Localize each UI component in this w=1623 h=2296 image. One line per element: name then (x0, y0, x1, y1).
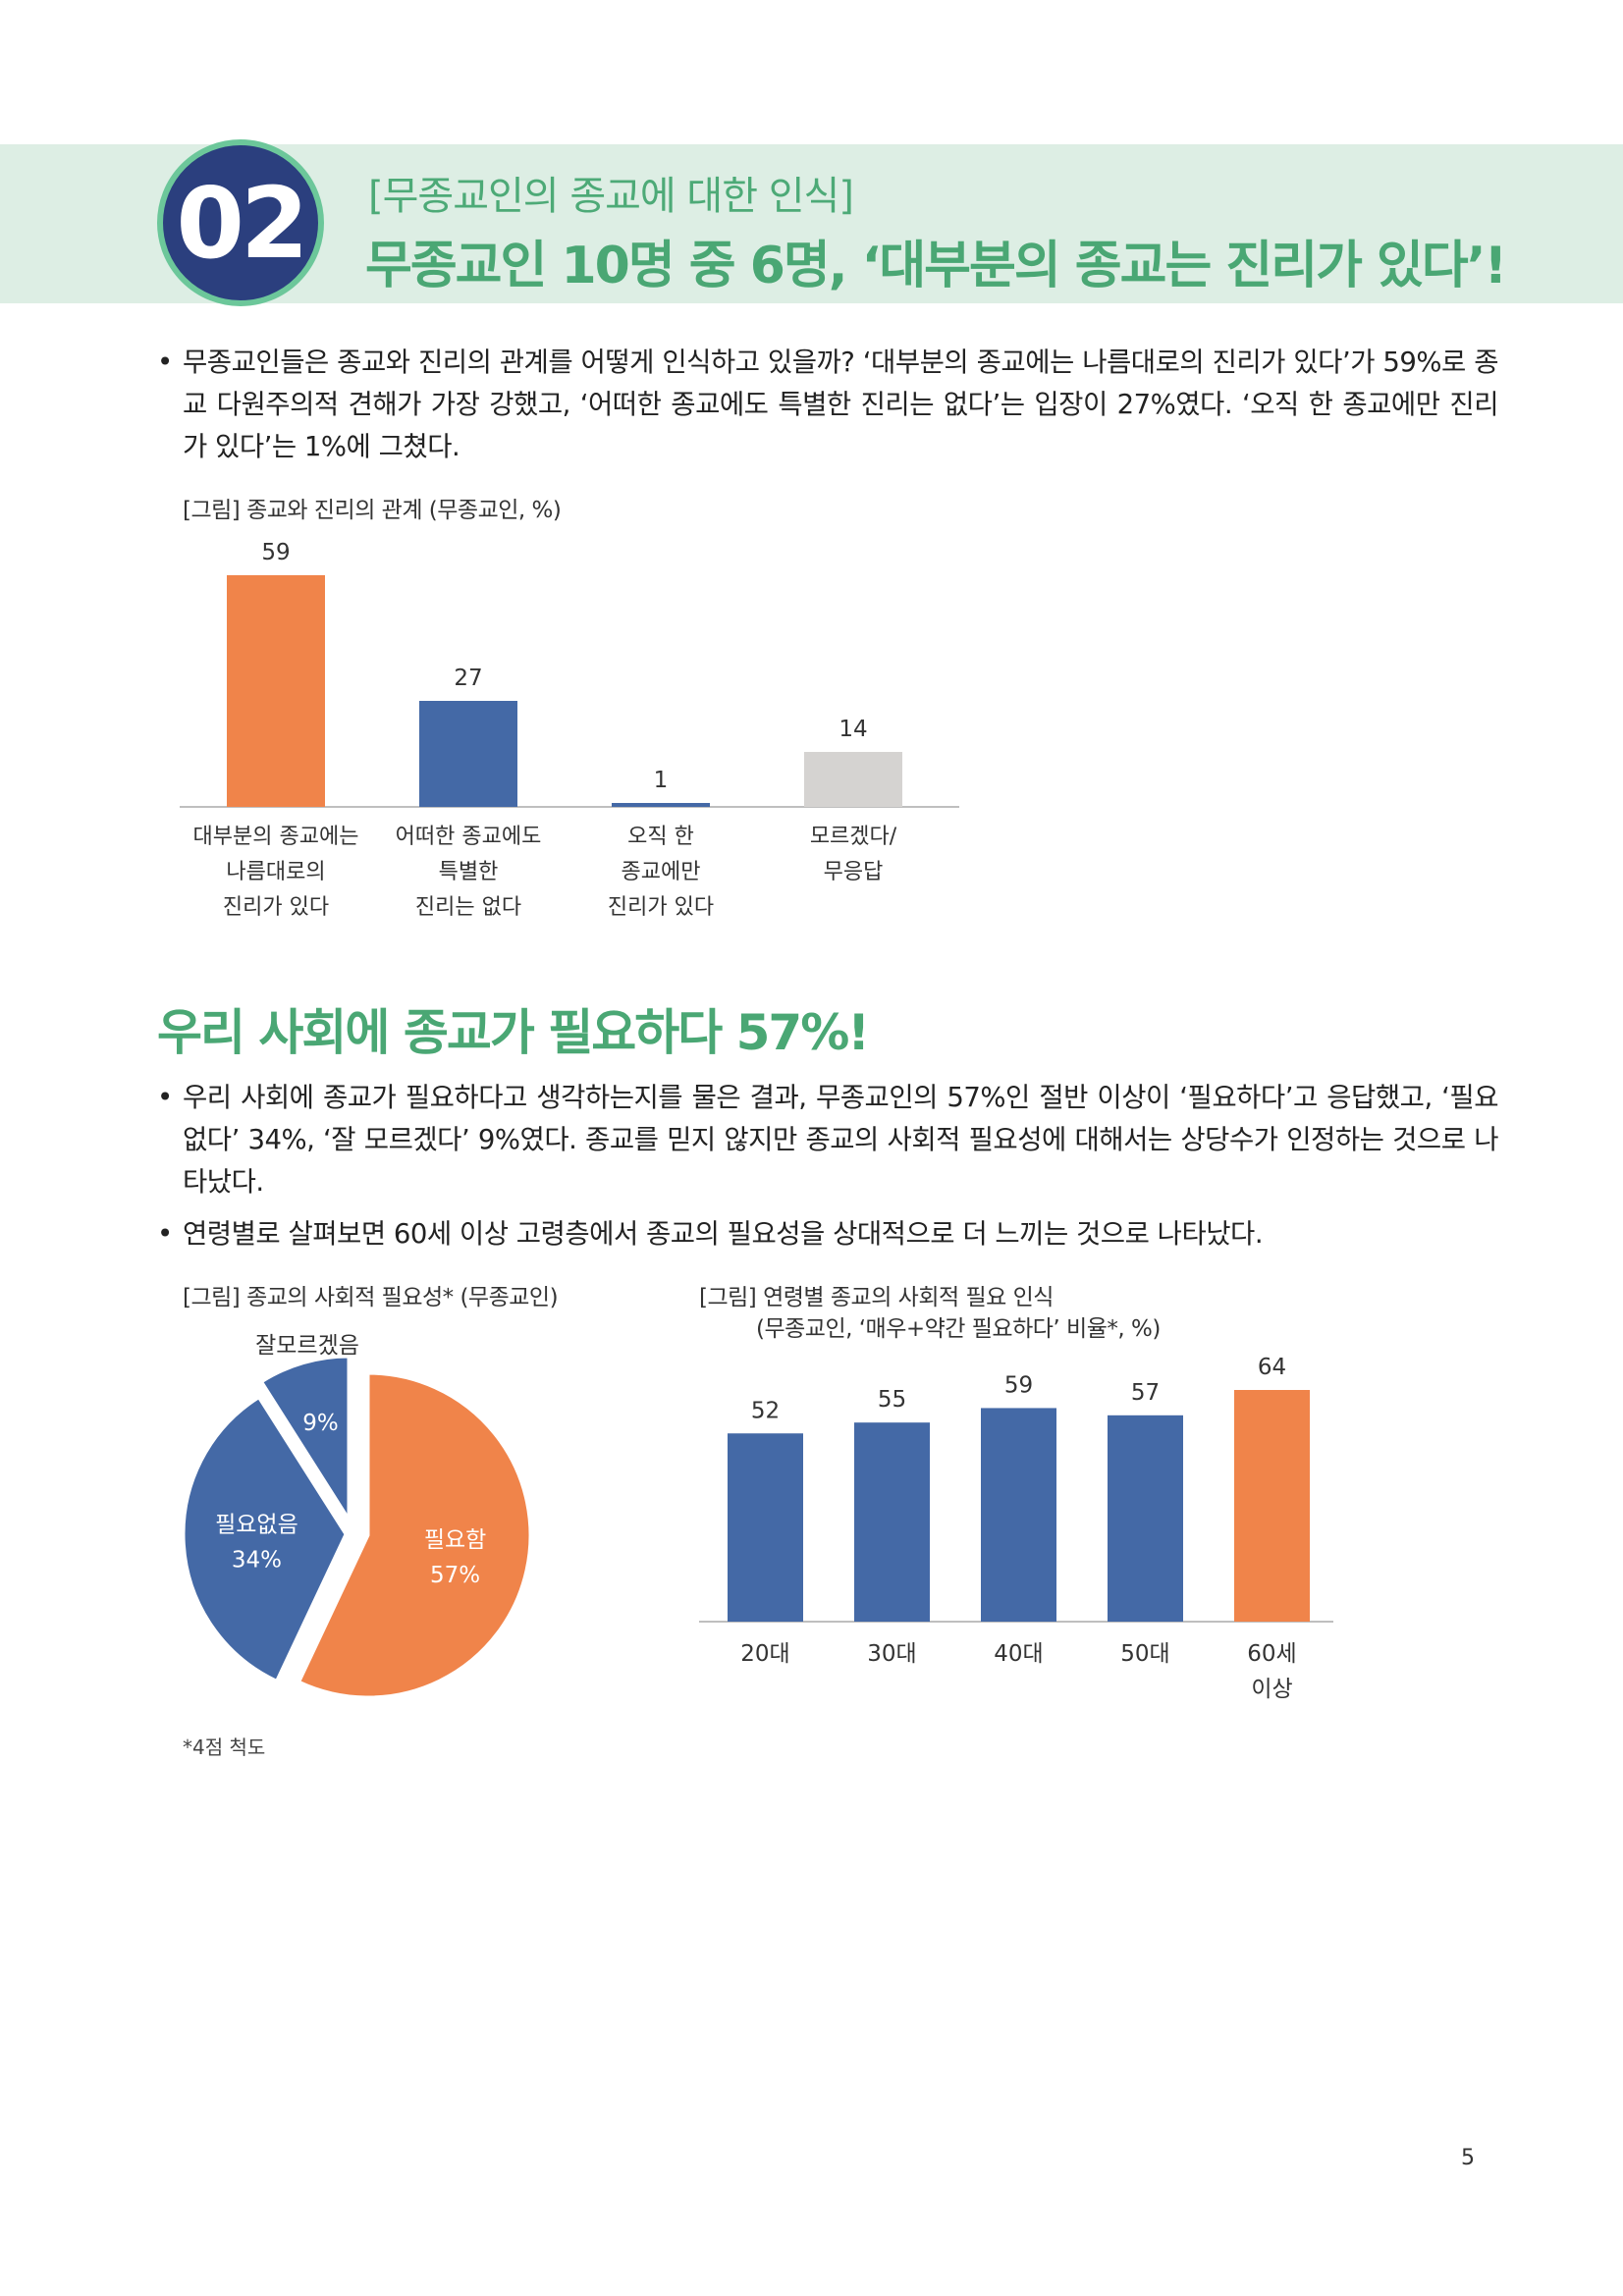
figure-2-caption: [그림] 종교의 사회적 필요성* (무종교인) (183, 1285, 559, 1310)
slice-category-label: 필요없음 (215, 1513, 298, 1538)
category-label: 오직 한 (627, 825, 694, 849)
header-subtitle: [무종교인의 종교에 대한 인식] (368, 174, 854, 219)
pie-slice (259, 1355, 351, 1524)
category-label: 30대 (867, 1641, 916, 1667)
pie-slice (182, 1395, 348, 1683)
paragraph-2: • 우리 사회에 종교가 필요하다고 생각하는지를 물은 결과, 무종교인의 5… (157, 1077, 1499, 1203)
category-label: 40대 (994, 1641, 1043, 1667)
slice-category-label: 잘모르겠음 (255, 1333, 359, 1359)
paragraph-1: • 무종교인들은 종교와 진리의 관계를 어떻게 인식하고 있을까? ‘대부분의… (157, 342, 1499, 468)
bullet-dot: • (157, 347, 173, 378)
paragraph-3-text: 연령별로 살펴보면 60세 이상 고령층에서 종교의 필요성을 상대적으로 더 … (183, 1218, 1264, 1250)
category-label: 무응답 (824, 860, 884, 884)
paragraph-2-text: 우리 사회에 종교가 필요하다고 생각하는지를 물은 결과, 무종교인의 57%… (183, 1082, 1499, 1198)
figure-1-caption: [그림] 종교와 진리의 관계 (무종교인, %) (183, 498, 562, 523)
bar (981, 1408, 1056, 1622)
section-number-badge: 02 (157, 139, 324, 306)
slice-value-label: 34% (232, 1548, 282, 1574)
data-label: 59 (261, 540, 290, 565)
category-label: 나름대로의 (226, 860, 325, 884)
category-label: 모르겠다/ (810, 825, 897, 849)
data-label: 14 (839, 717, 867, 742)
bar (227, 575, 325, 807)
bar (612, 803, 710, 807)
figure-3-caption-line1: [그림] 연령별 종교의 사회적 필요 인식 (699, 1285, 1054, 1310)
category-label: 이상 (1251, 1677, 1292, 1702)
category-label: 50대 (1120, 1641, 1169, 1667)
bar (804, 752, 902, 807)
category-label: 진리가 있다 (223, 895, 329, 920)
slice-value-label: 57% (430, 1563, 480, 1588)
header-title: 무종교인 10명 중 6명, ‘대부분의 종교는 진리가 있다’! (365, 237, 1507, 295)
bar (1234, 1390, 1310, 1622)
social-need-pie-chart: 필요함 57% 필요없음 34% 9% 잘모르겠음 (182, 1333, 532, 1699)
bullet-dot: • (157, 1218, 173, 1250)
page-number: 5 (1461, 2146, 1475, 2170)
slice-category-label: 필요함 (424, 1527, 486, 1553)
bullet-dot: • (157, 1082, 173, 1113)
section-2-title: 우리 사회에 종교가 필요하다 57%! (157, 1004, 870, 1061)
data-label: 52 (751, 1398, 780, 1423)
category-label: 20대 (740, 1641, 789, 1667)
figure-3-caption-line2: (무종교인, ‘매우+약간 필요하다’ 비율*, %) (756, 1316, 1161, 1342)
data-label: 27 (454, 666, 482, 691)
slice-value-label: 9% (302, 1411, 339, 1436)
data-label: 57 (1131, 1380, 1160, 1406)
data-label: 59 (1004, 1372, 1033, 1398)
category-label: 대부분의 종교에는 (193, 825, 359, 849)
data-label: 55 (878, 1387, 906, 1413)
footnote: *4점 척도 (183, 1735, 266, 1759)
category-label: 진리는 없다 (415, 895, 521, 920)
category-label: 60세 (1247, 1641, 1296, 1667)
data-label: 64 (1258, 1355, 1286, 1380)
bar (728, 1433, 803, 1622)
data-label: 1 (654, 768, 669, 793)
pie-slice (297, 1371, 532, 1699)
bar (419, 701, 517, 807)
paragraph-1-text: 무종교인들은 종교와 진리의 관계를 어떻게 인식하고 있을까? ‘대부분의 종… (183, 347, 1499, 462)
category-label: 진리가 있다 (608, 895, 714, 920)
paragraph-3: • 연령별로 살펴보면 60세 이상 고령층에서 종교의 필요성을 상대적으로 … (157, 1213, 1498, 1255)
category-label: 종교에만 (622, 860, 701, 884)
bar (854, 1422, 930, 1622)
category-label: 특별한 (439, 860, 499, 884)
bar (1108, 1415, 1183, 1622)
category-label: 어떠한 종교에도 (396, 825, 542, 849)
